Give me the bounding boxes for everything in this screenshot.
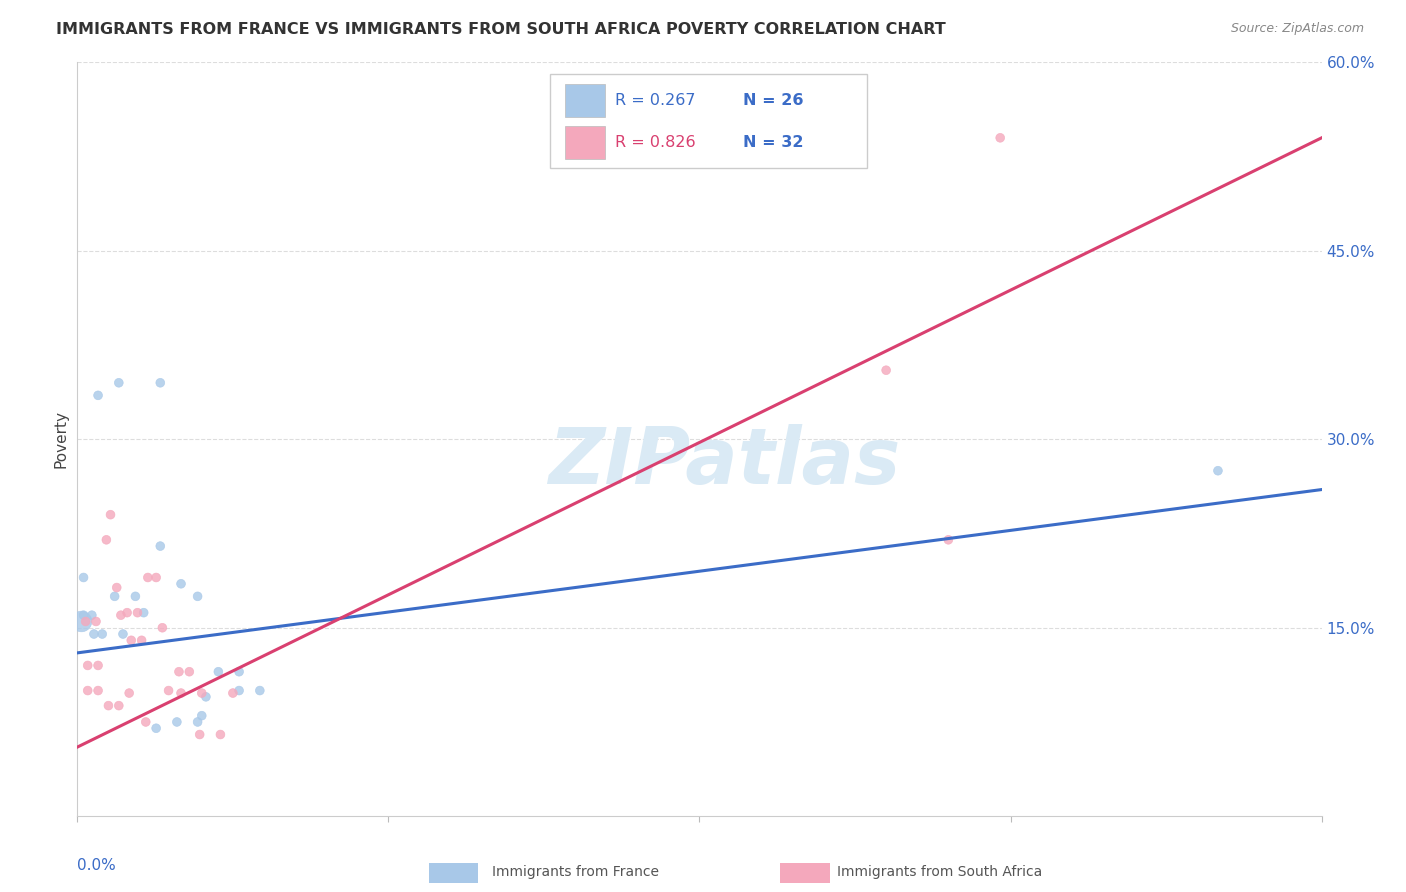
Point <box>75 615 97 629</box>
Text: Immigrants from France: Immigrants from France <box>492 865 659 880</box>
Point <box>87 683 110 698</box>
Point <box>120 633 142 648</box>
Point <box>105 581 128 595</box>
Text: Immigrants from South Africa: Immigrants from South Africa <box>837 865 1042 880</box>
Y-axis label: Poverty: Poverty <box>53 410 69 468</box>
Point <box>110 608 132 623</box>
Point <box>188 727 211 741</box>
FancyBboxPatch shape <box>550 74 868 168</box>
Point <box>76 683 98 698</box>
Text: N = 26: N = 26 <box>742 93 804 108</box>
Point <box>80 608 103 623</box>
Point <box>87 388 110 402</box>
Point <box>97 698 120 713</box>
Point <box>84 615 107 629</box>
Point <box>209 727 232 741</box>
Text: R = 0.267: R = 0.267 <box>614 93 696 108</box>
Point <box>132 606 155 620</box>
Point <box>145 570 167 584</box>
Point <box>149 376 172 390</box>
Point <box>170 576 193 591</box>
Point <box>166 714 188 729</box>
Point <box>76 658 98 673</box>
Point <box>228 683 250 698</box>
Point <box>187 714 209 729</box>
Point <box>988 130 1011 145</box>
Point <box>115 606 138 620</box>
Text: R = 0.826: R = 0.826 <box>614 135 696 150</box>
Point <box>170 686 193 700</box>
Point <box>87 658 110 673</box>
Point <box>136 570 159 584</box>
Text: 0.0%: 0.0% <box>77 857 117 872</box>
Point <box>194 690 217 704</box>
Point <box>1206 464 1229 478</box>
Point <box>70 615 93 629</box>
Point <box>72 570 94 584</box>
Point <box>111 627 134 641</box>
Point <box>875 363 897 377</box>
Point <box>150 621 173 635</box>
Bar <box>565 84 605 117</box>
Text: N = 32: N = 32 <box>742 135 804 150</box>
Point <box>191 686 214 700</box>
Bar <box>565 126 605 159</box>
Point <box>127 606 149 620</box>
Point <box>100 508 122 522</box>
Point <box>167 665 190 679</box>
Point <box>187 590 209 604</box>
Point <box>938 533 960 547</box>
Point <box>157 683 180 698</box>
Point <box>108 376 131 390</box>
Point <box>108 698 131 713</box>
Point <box>131 633 153 648</box>
Point <box>249 683 271 698</box>
Point <box>118 686 141 700</box>
Point <box>91 627 114 641</box>
Point <box>179 665 201 679</box>
Point <box>96 533 118 547</box>
Point <box>104 590 127 604</box>
Point <box>228 665 250 679</box>
Point <box>83 627 105 641</box>
Text: ZIPatlas: ZIPatlas <box>548 424 900 500</box>
Point <box>72 608 94 623</box>
Point <box>135 714 157 729</box>
Point <box>124 590 146 604</box>
Point <box>222 686 245 700</box>
Point <box>149 539 172 553</box>
Text: IMMIGRANTS FROM FRANCE VS IMMIGRANTS FROM SOUTH AFRICA POVERTY CORRELATION CHART: IMMIGRANTS FROM FRANCE VS IMMIGRANTS FRO… <box>56 22 946 37</box>
Text: Source: ZipAtlas.com: Source: ZipAtlas.com <box>1230 22 1364 36</box>
Point <box>207 665 229 679</box>
Point <box>191 708 214 723</box>
Point <box>145 721 167 735</box>
